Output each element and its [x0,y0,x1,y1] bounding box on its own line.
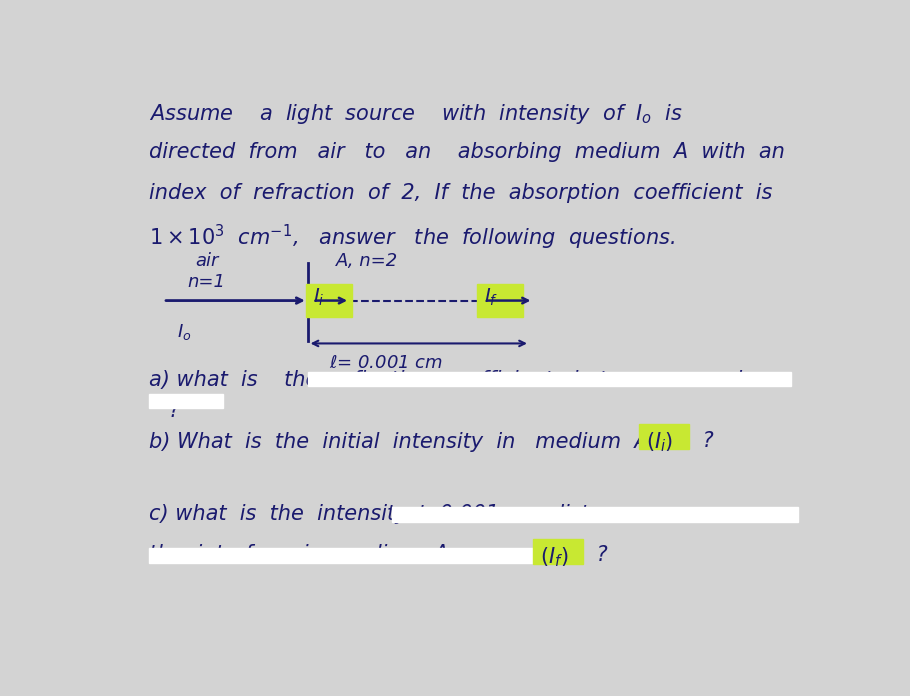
Text: ?: ? [590,546,608,565]
Text: ?: ? [695,431,713,451]
Bar [477,285,523,317]
Bar [533,539,582,564]
Text: $(I_i)$: $(I_i)$ [646,431,673,454]
Text: the  interface  in  medium  A: the interface in medium A [149,544,449,564]
Text: index  of  refraction  of  2,  If  the  absorption  coefficient  is: index of refraction of 2, If the absorpt… [149,182,773,203]
Text: $1\times 10^3$  cm$^{-1}$,   answer   the  following  questions.: $1\times 10^3$ cm$^{-1}$, answer the fol… [149,223,675,252]
Text: at  0.001 cm  dist: at 0.001 cm dist [392,504,589,524]
Bar [149,548,548,563]
Text: A, n=2: A, n=2 [336,253,399,270]
Text: $I_f$: $I_f$ [484,287,499,308]
Bar [639,424,689,449]
Text: Assume    a  light  source    with  intensity  of  $I_o$  is: Assume a light source with intensity of … [149,102,683,126]
Text: air
n=1: air n=1 [187,253,226,291]
Bar [392,507,798,522]
Bar [308,372,791,386]
Text: $I_o$: $I_o$ [177,322,192,342]
Bar [307,285,352,317]
Text: a) what  is    the  reflection  coefficient   between  n  and: a) what is the reflection coefficient be… [149,370,743,390]
Text: b) What  is  the  initial  intensity  in   medium  A: b) What is the initial intensity in medi… [149,432,649,452]
Text: c) what  is  the  intensity: c) what is the intensity [149,504,408,524]
Text: directed  from   air   to   an    absorbing  medium  A  with  an: directed from air to an absorbing medium… [149,143,785,162]
Text: ?: ? [149,401,180,421]
Text: $I_i$: $I_i$ [313,287,325,308]
Bar [149,394,223,408]
Text: $(I_f)$: $(I_f)$ [541,546,569,569]
Text: $\ell$= 0.001 cm: $\ell$= 0.001 cm [329,354,443,372]
